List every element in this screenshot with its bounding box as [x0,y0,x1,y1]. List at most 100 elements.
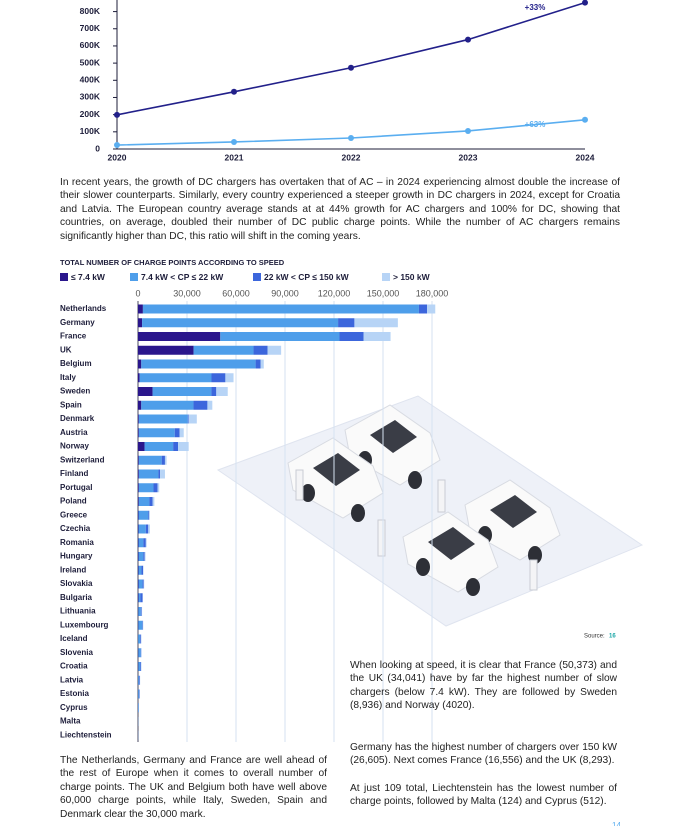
category-label: Portugal [60,483,92,492]
category-label: Italy [60,373,77,382]
category-label: Lithuania [60,607,96,616]
bar-segment [193,345,254,355]
bar-segment [193,400,208,410]
bar-segment [138,414,139,424]
bar-segment [158,469,161,479]
bar-segment [138,620,143,630]
category-label: Cyprus [60,703,88,712]
category-label: France [60,332,87,341]
bar-segment [138,304,143,314]
bar-segment [138,414,188,424]
x-tick-label: 180,000 [416,288,449,298]
bar-segment [138,428,175,438]
bar-segment [138,387,153,396]
car [287,437,384,522]
line-series [116,119,586,146]
legend-swatch [130,273,138,281]
category-label: Latvia [60,675,84,684]
bar-segment [363,332,391,341]
bar-segment [138,552,144,561]
data-point [348,64,354,71]
category-label: Slovenia [60,648,93,657]
y-tick-label: 200K [80,109,101,119]
bar-segment [138,593,141,603]
bar-segment [211,387,217,396]
x-tick-label: 90,000 [271,288,299,298]
bar-segment [140,593,143,603]
category-label: Luxembourg [60,620,109,629]
category-label: Germany [60,318,95,327]
bar-segment [255,359,261,369]
bar-segment [140,634,141,644]
bar-segment [138,455,162,465]
bar-segment [144,442,174,451]
y-tick-label: 500K [80,57,101,67]
x-tick-label: 120,000 [318,288,351,298]
data-point [114,111,120,118]
bar-segment [267,345,282,355]
y-tick-label: 800K [80,6,101,16]
bar-segment [143,552,145,561]
source-label: Source: [584,634,605,640]
bar-segment [141,565,144,575]
bar-segment [338,318,355,328]
bar-segment [138,483,139,493]
category-label: Spain [60,400,82,409]
category-label: Greece [60,510,88,519]
bar-segment [142,304,419,314]
bar-segment [144,552,146,561]
data-point [231,138,237,145]
bar-segment [187,414,189,424]
bar-segment [339,332,364,341]
x-tick-label: 2023 [459,152,478,162]
bar-segment [138,662,141,671]
data-point [231,88,237,95]
bar-segment [138,497,139,506]
bar-segment [174,428,180,438]
category-label: Croatia [60,662,88,671]
category-label: Denmark [60,414,95,423]
data-point [114,142,120,149]
bar-segment [253,345,268,355]
bar-segment [138,469,139,479]
x-tick-label: 2021 [225,152,244,162]
bar-segment [138,538,144,548]
bar-segment [164,455,167,465]
bar-segment [138,565,142,575]
paragraph: The Netherlands, Germany and France are … [60,755,327,820]
category-label: Liechtenstein [60,730,112,739]
y-tick-label: 400K [80,75,101,85]
bar-segment [142,318,339,328]
bar-segment [152,497,155,506]
bar-segment [149,510,150,520]
bar-segment [188,414,197,424]
line-series [116,1,586,116]
y-tick-label: 100K [80,126,101,136]
charger [295,469,538,591]
category-label: Finland [60,469,89,478]
x-tick-label: 2020 [108,152,127,162]
paragraph: In recent years, the growth of DC charge… [60,177,620,242]
bar-segment [138,634,141,644]
y-tick-label: 300K [80,92,101,102]
category-label: UK [60,345,72,354]
bar-segment [148,524,150,534]
bar-segment [138,469,159,479]
category-label: Estonia [60,689,89,698]
bar-segment [138,332,221,341]
category-label: Slovakia [60,579,93,588]
category-label: Norway [60,442,89,451]
y-tick-label: 700K [80,23,101,33]
paragraph: Germany has the highest number of charge… [350,742,617,767]
bar-segment [138,345,194,355]
bar-segment [161,455,165,465]
category-label: Iceland [60,634,88,643]
bar-segment [152,387,212,396]
bar-segment [178,442,189,451]
bar-segment [260,359,264,369]
bar-segment [138,648,141,658]
data-point [465,127,471,134]
bar-segment [138,675,139,685]
bar-segment [141,400,194,410]
